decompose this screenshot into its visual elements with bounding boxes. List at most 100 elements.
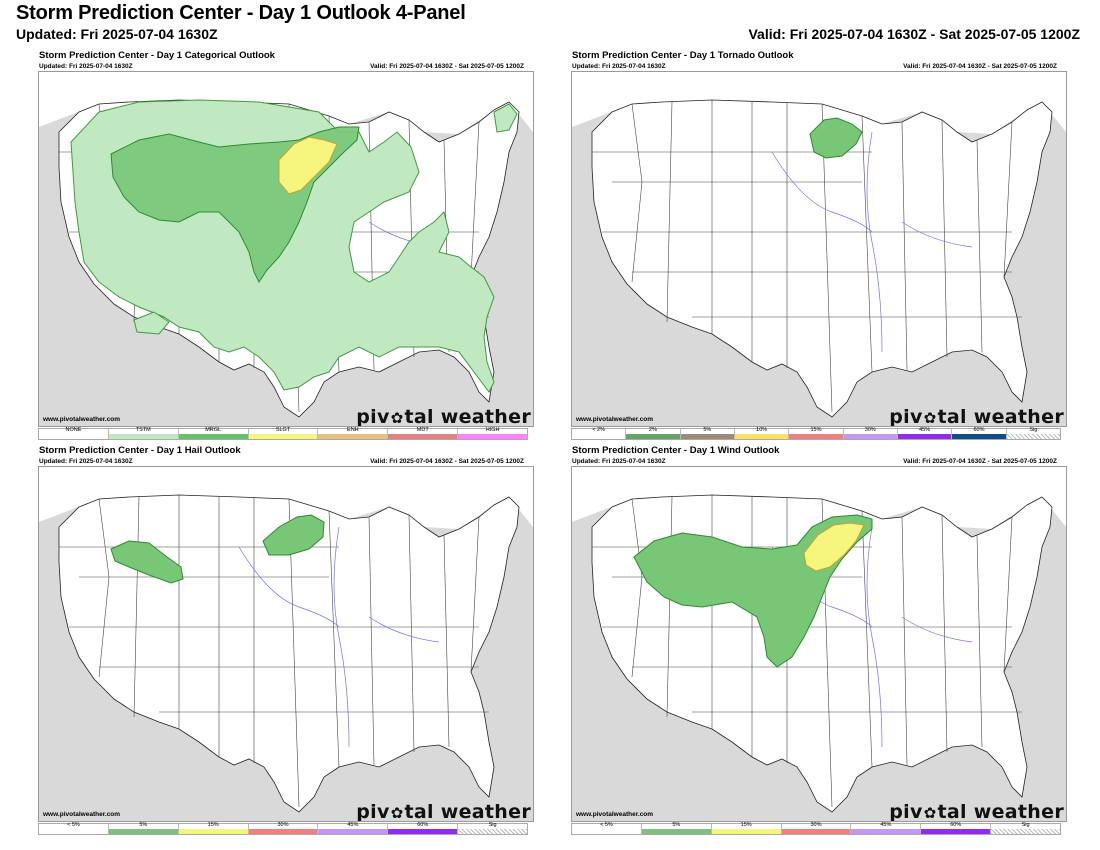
legend-item: 5% [108,822,179,834]
legend-swatch [1006,434,1060,439]
panel-title: Storm Prediction Center - Day 1 Tornado … [572,50,794,61]
state-border [470,516,480,673]
legend-swatch [572,829,641,834]
legend-item: Sig [1006,427,1060,439]
outlook-map[interactable]: www.pivotalweather.com piv✿tal weather [571,71,1067,427]
legend-item: < 5% [39,822,109,834]
legend-label: 60% [950,822,962,828]
legend-item: MRGL [178,427,249,439]
state-border [1003,516,1013,673]
legend-swatch [781,829,851,834]
pivotal-weather-logo: piv✿tal weather [889,406,1064,427]
legend-item: < 5% [572,822,642,834]
legend-label: 5% [703,427,712,433]
panel-valid: Valid: Fri 2025-07-04 1630Z - Sat 2025-0… [370,63,524,70]
legend-swatch [39,829,108,834]
outlook-map[interactable]: www.pivotalweather.com piv✿tal weather [38,466,534,822]
legend-swatch [952,434,1006,439]
gear-logo-icon: ✿ [923,804,937,822]
slgt-area [278,136,338,195]
state-border [901,516,908,766]
legend-swatch [921,829,991,834]
legend-label: TSTM [135,427,151,433]
state-border [408,514,415,753]
river [771,151,873,233]
state-border [666,101,673,323]
legend-item: 60% [952,427,1007,439]
state-border [976,534,983,748]
state-border [133,496,140,718]
state-border [368,516,375,766]
basemap [572,467,1066,821]
state-border [631,103,643,183]
outlook-map[interactable]: www.pivotalweather.com piv✿tal weather [571,466,1067,822]
legend-item: 15% [178,822,249,834]
legend-label: 15% [207,822,219,828]
legend-swatch [458,434,528,439]
source-credit: www.pivotalweather.com [43,416,121,423]
outlook-map[interactable]: www.pivotalweather.com piv✿tal weather [38,71,534,427]
tstm-area-ne [493,103,518,133]
gear-logo-icon: ✿ [923,409,937,427]
pivotal-weather-logo: piv✿tal weather [356,406,531,427]
state-border [1003,121,1013,278]
panel-updated: Updated: Fri 2025-07-04 1630Z [572,63,666,70]
legend-swatch [991,829,1061,834]
legend-label: 45% [919,427,931,433]
legend-item: Sig [991,822,1061,834]
legend-item: 30% [248,822,319,834]
legend-swatch [178,829,248,834]
panel-updated: Updated: Fri 2025-07-04 1630Z [39,63,133,70]
panel-categorical: Storm Prediction Center - Day 1 Categori… [34,50,534,440]
legend-label: 45% [347,822,359,828]
river [866,131,883,353]
legend-label: 60% [417,822,429,828]
river [866,526,883,748]
canada-area [39,467,533,529]
legend-label: HIGH [485,427,500,433]
panel-valid: Valid: Fri 2025-07-04 1630Z - Sat 2025-0… [370,458,524,465]
legend-swatch [39,434,108,439]
source-credit: www.pivotalweather.com [43,811,121,818]
legend-swatch [626,434,680,439]
source-credit: www.pivotalweather.com [576,811,654,818]
legend-swatch [178,434,248,439]
legend-swatch [572,434,626,439]
state-border [941,119,948,358]
hail-5pct-area-ne [262,514,325,556]
river [901,221,973,248]
legend-swatch [851,829,921,834]
legend-label: ENH [347,427,359,433]
legend-swatch [108,829,178,834]
river [368,616,440,643]
pivotal-weather-logo: piv✿tal weather [356,801,531,822]
legend-item: MDT [388,427,459,439]
legend: < 5% 5% 15% 30% 45% 60% Sig [571,822,1061,835]
state-border [443,534,450,748]
state-border [328,510,340,768]
legend-swatch [897,434,952,439]
updated-timestamp: Updated: Fri 2025-07-04 1630Z [16,26,218,42]
source-credit: www.pivotalweather.com [576,416,654,423]
legend: NONE TSTM MRGL SLGT ENH MDT HIGH [38,427,528,440]
state-border [941,514,948,753]
page-title: Storm Prediction Center - Day 1 Outlook … [16,2,466,24]
legend-item: 5% [641,822,712,834]
panel-title: Storm Prediction Center - Day 1 Categori… [39,50,275,61]
valid-period: Valid: Fri 2025-07-04 1630Z - Sat 2025-0… [748,26,1080,42]
legend-label: < 2% [592,427,606,433]
panel-title: Storm Prediction Center - Day 1 Hail Out… [39,445,241,456]
legend: < 2% 2% 5% 10% 15% 30% 45% 60% Sig [571,427,1061,440]
legend-label: MRGL [205,427,222,433]
river [333,526,350,748]
state-border [666,496,673,718]
legend-swatch [388,434,458,439]
legend-swatch [711,829,781,834]
legend-label: 60% [973,427,985,433]
legend-swatch [248,434,318,439]
panel-hail: Storm Prediction Center - Day 1 Hail Out… [34,445,534,835]
wind-15pct-area [803,522,865,572]
panel-updated: Updated: Fri 2025-07-04 1630Z [39,458,133,465]
legend-swatch [318,829,388,834]
legend-swatch [248,829,318,834]
